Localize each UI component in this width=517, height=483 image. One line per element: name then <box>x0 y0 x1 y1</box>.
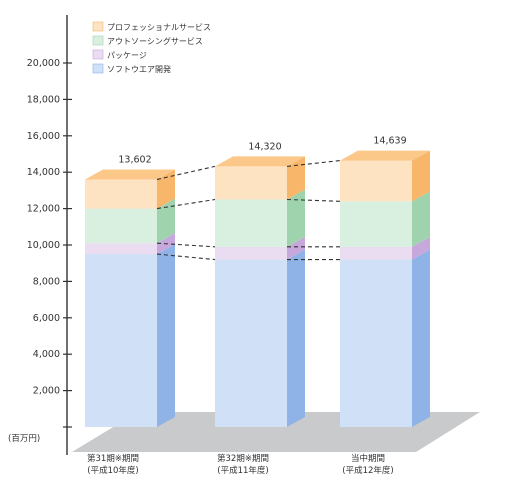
connector-dashed-line <box>156 165 216 180</box>
bar-top-face <box>215 156 305 167</box>
bar-total-label: 13,602 <box>118 154 151 165</box>
bar-total-label: 14,639 <box>373 136 406 147</box>
bars-layer <box>85 150 430 427</box>
bar-segment-front <box>340 246 412 260</box>
legend-swatch <box>92 49 104 60</box>
bar-segment-front <box>85 208 157 244</box>
bar-segment-front <box>215 199 287 247</box>
connector-dashed-line <box>286 198 341 202</box>
bar-segment-front <box>340 201 412 247</box>
connector-dashed-line <box>156 253 216 261</box>
labels-layer: 13,602 第31期※期間(平成10年度) 14,320 第32期※期間(平成11年… <box>87 136 407 476</box>
y-tick-label: 8,000 <box>33 276 60 287</box>
bar-top-face <box>340 150 430 161</box>
bar-segment-front <box>215 259 287 427</box>
legend-label: プロフェッショナルサービス <box>107 23 211 32</box>
bar-segment-side <box>157 169 175 209</box>
legend-swatch <box>92 63 104 74</box>
y-axis: 2,000 4,000 6,000 8,000 10,000 12,000 14,000 16… <box>8 15 72 455</box>
bar-stack <box>215 156 305 427</box>
bar-segment-side <box>157 198 175 244</box>
legend-label: ソフトウエア開発 <box>107 65 171 74</box>
connector-dashed-line <box>156 198 216 210</box>
bar-total-label: 14,320 <box>248 141 281 152</box>
bar-segment-side <box>412 236 430 260</box>
y-tick-label: 2,000 <box>33 386 60 397</box>
category-sublabel: (平成12年度) <box>342 465 393 476</box>
bar-segment-front <box>340 259 412 427</box>
bar-segment-side <box>157 244 175 427</box>
y-tick-label: 12,000 <box>27 204 60 215</box>
bar-segment-front <box>215 246 287 260</box>
bar-segment-side <box>287 156 305 200</box>
bar-segment-side <box>412 191 430 247</box>
y-tick-label: 20,000 <box>27 58 60 69</box>
category-label: 第32期※期間 <box>217 453 269 464</box>
bar-segment-side <box>287 249 305 427</box>
y-tick-label: 10,000 <box>27 240 60 251</box>
legend-swatch <box>92 21 104 32</box>
bar-segment-front <box>85 179 157 209</box>
category-sublabel: (平成11年度) <box>217 465 268 476</box>
category-label: 当中期間 <box>351 453 385 464</box>
connector-lines <box>156 160 341 261</box>
bar-segment-side <box>412 249 430 427</box>
bar-segment-front <box>215 166 287 200</box>
bar-stack <box>85 169 175 427</box>
legend-swatch <box>92 35 104 46</box>
bar-segment-side <box>287 236 305 260</box>
y-unit-label: (百万円) <box>8 434 40 444</box>
bar-segment-side <box>287 189 305 247</box>
y-tick-label: 4,000 <box>33 349 60 360</box>
bar-segment-side <box>412 150 430 202</box>
connector-dashed-line <box>156 242 216 248</box>
y-tick-label: 6,000 <box>33 313 60 324</box>
bar-segment-front <box>340 160 412 202</box>
bar-top-face <box>85 169 175 180</box>
connector-dashed-line <box>286 160 341 167</box>
y-tick-label: 16,000 <box>27 131 60 142</box>
bar-segment-front <box>85 243 157 255</box>
category-label: 第31期※期間 <box>87 453 139 464</box>
bar-segment-front <box>85 254 157 427</box>
legend-label: パッケージ <box>107 51 147 60</box>
bar-stack <box>340 150 430 427</box>
y-tick-label: 14,000 <box>27 167 60 178</box>
y-tick-label: 18,000 <box>27 94 60 105</box>
category-sublabel: (平成10年度) <box>87 465 138 476</box>
legend-label: アウトソーシングサービス <box>107 36 203 46</box>
